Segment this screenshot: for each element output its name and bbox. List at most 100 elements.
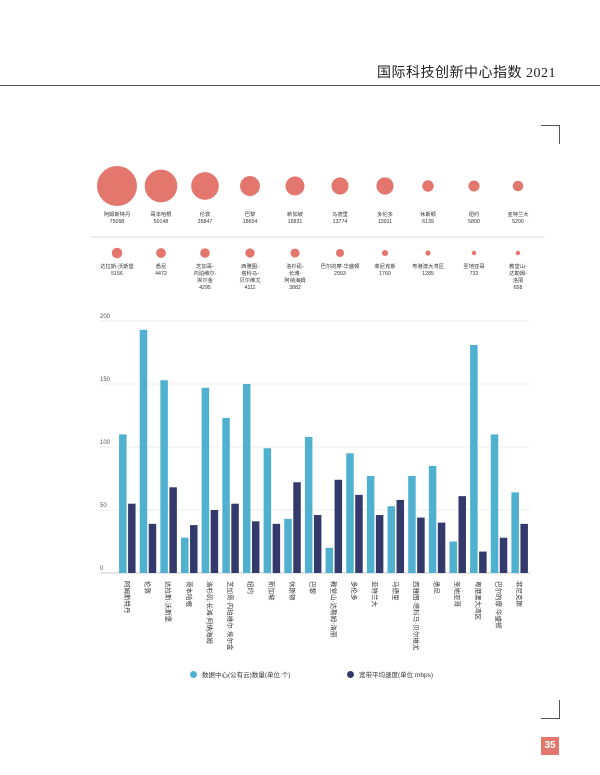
bubble-label-1-1: 悉尼 (156, 262, 167, 270)
x-tick-label-4: 洛杉矶·长滩·阿纳海姆 (205, 581, 214, 644)
bar-a-11 (346, 453, 354, 573)
bubble-label-0-8: 纽约 (469, 210, 480, 218)
bubble-0-6 (376, 177, 394, 195)
bar-a-9 (304, 436, 313, 573)
bar-b-13 (396, 499, 405, 573)
x-tick-label-12: 亚特兰大 (371, 581, 380, 608)
bubble-1-7 (425, 250, 431, 256)
bubble-value-0-6: 13911 (378, 219, 392, 225)
header-divider (0, 85, 600, 86)
legend-swatch-b (347, 670, 354, 678)
bubble-value-1-9: 658 (514, 285, 523, 291)
bubble-label-0-4: 新加坡 (287, 210, 304, 218)
x-tick-label-11: 多伦多 (350, 581, 359, 601)
bubble-1-6 (381, 249, 389, 257)
x-tick-label-3: 哥本哈根 (185, 581, 194, 608)
bubble-value-1-0: 5156 (111, 271, 123, 277)
bubble-label-0-6: 多伦多 (377, 210, 393, 218)
bubble-0-3 (240, 176, 260, 196)
bubble-value-0-9: 5200 (512, 219, 524, 225)
bar-a-19 (511, 492, 519, 573)
x-tick-label-5: 芝加哥·内珀维尔·埃尔金 (226, 581, 235, 651)
y-tick-label-150: 150 (100, 377, 111, 383)
bubble-value-1-6: 1760 (379, 271, 391, 277)
bar-b-10 (334, 479, 343, 573)
bar-b-8 (293, 482, 301, 573)
bar-b-11 (355, 494, 363, 573)
bar-b-14 (417, 517, 425, 573)
legend-item-a: 数据中心(公有云)数量(单位:个) (190, 669, 290, 679)
bubble-label-1-8: 圣地亚哥 (463, 262, 484, 270)
bar-a-7 (263, 448, 272, 573)
bubble-label-0-3: 巴黎 (245, 210, 256, 218)
bar-a-1 (139, 329, 148, 573)
x-tick-label-8: 休斯顿 (288, 581, 297, 601)
x-tick-label-10: 教堂山·达勒姆·洛丽 (329, 581, 338, 638)
bubble-label-1-6: 菲尼克斯 (374, 262, 396, 270)
y-tick-label-0: 0 (100, 566, 104, 572)
bar-a-5 (222, 418, 230, 573)
x-tick-label-7: 新加坡 (267, 581, 276, 601)
bubble-value-1-7: 1285 (422, 271, 434, 277)
x-tick-label-17: 粤港澳大湾区 (474, 581, 483, 621)
bubble-0-8 (468, 180, 480, 192)
bar-b-4 (210, 510, 219, 573)
bar-a-2 (160, 380, 168, 573)
bubble-value-0-2: 35847 (198, 219, 213, 225)
bar-a-15 (428, 465, 437, 573)
bar-b-9 (313, 515, 322, 573)
bubble-value-1-1: 4472 (155, 271, 167, 277)
bubble-value-1-4: 3882 (289, 285, 301, 291)
bar-b-2 (169, 487, 177, 573)
bubble-label-1-7: 粤港澳大湾区 (412, 262, 444, 270)
bar-a-8 (284, 518, 292, 573)
bubble-0-7 (422, 180, 434, 192)
bubble-label-0-1: 哥本哈根 (150, 210, 172, 218)
bubble-value-0-5: 13774 (333, 219, 348, 225)
y-tick-label-100: 100 (100, 440, 111, 446)
bar-a-18 (490, 434, 499, 573)
bubble-value-1-3: 4111 (245, 285, 256, 291)
x-tick-label-6: 纽约 (247, 581, 256, 594)
bar-b-15 (437, 522, 446, 573)
bubble-label-0-9: 亚特兰大 (507, 210, 529, 218)
bubble-label-1-3: 西雅图-塔科马-贝尔维尤 (239, 262, 261, 284)
bubble-1-4 (290, 248, 300, 258)
bar-a-10 (325, 547, 334, 573)
bar-a-13 (387, 506, 396, 573)
bar-b-18 (499, 537, 508, 573)
bubble-0-1 (144, 169, 178, 203)
corner-mark-top (541, 125, 560, 144)
x-tick-label-0: 阿姆斯特丹 (123, 581, 132, 614)
page-header-title: 国际科技创新中心指数 2021 (377, 66, 556, 81)
bubble-label-1-5: 巴尔的摩-华盛顿 (321, 262, 361, 270)
x-tick-label-13: 马德里 (391, 581, 400, 601)
bubble-value-1-5: 2993 (334, 271, 346, 277)
bubble-label-1-2: 芝加哥-内珀维尔-埃尔金 (194, 262, 217, 284)
bubble-1-2 (200, 248, 210, 258)
bar-a-0 (119, 434, 127, 573)
legend-swatch-a (190, 670, 197, 678)
bar-b-19 (520, 523, 528, 573)
bar-a-16 (449, 541, 457, 573)
bubble-1-3 (245, 248, 255, 258)
x-tick-label-1: 伦敦 (143, 581, 152, 595)
bar-b-7 (272, 523, 281, 573)
bar-b-12 (375, 515, 384, 573)
bubble-value-1-8: 732 (470, 271, 479, 277)
x-tick-label-9: 巴黎 (309, 581, 318, 595)
legend-item-b: 宽带平均速度(单位:mbps) (347, 669, 433, 679)
bubble-label-0-7: 休斯顿 (420, 210, 437, 218)
x-tick-label-19: 菲尼克斯 (515, 581, 524, 608)
bubble-1-5 (336, 249, 344, 257)
bubble-value-0-3: 18654 (243, 219, 258, 225)
x-tick-label-2: 达拉斯·沃斯堡 (164, 581, 173, 623)
bubble-label-0-2: 伦敦 (200, 210, 211, 218)
bar-a-17 (470, 344, 478, 573)
legend-label-a: 数据中心(公有云)数量(单位:个) (202, 672, 291, 679)
y-tick-label-200: 200 (100, 314, 111, 320)
x-tick-label-18: 巴尔的摩·华盛顿 (495, 581, 504, 629)
bar-b-0 (128, 503, 136, 573)
